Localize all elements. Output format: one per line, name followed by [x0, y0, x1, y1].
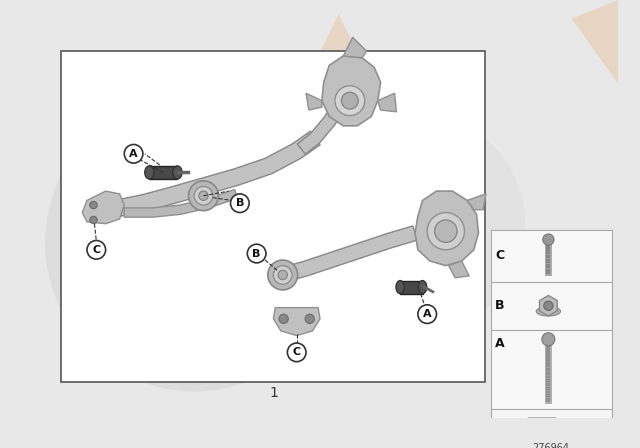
Bar [491, 281, 612, 330]
Bar [400, 280, 422, 293]
Text: B: B [252, 249, 261, 258]
Polygon shape [298, 101, 346, 154]
Circle shape [90, 201, 97, 209]
Circle shape [543, 234, 554, 245]
Circle shape [189, 181, 218, 211]
Text: 276964: 276964 [532, 444, 570, 448]
Text: 1: 1 [269, 386, 278, 401]
Circle shape [305, 314, 314, 323]
Circle shape [279, 314, 288, 323]
Circle shape [268, 260, 298, 290]
Polygon shape [306, 93, 322, 110]
Circle shape [542, 333, 555, 346]
Circle shape [418, 305, 436, 323]
Polygon shape [264, 14, 413, 168]
Circle shape [247, 244, 266, 263]
Polygon shape [343, 37, 367, 58]
Text: A: A [495, 337, 505, 350]
Bar [491, 230, 612, 281]
Bar [61, 51, 485, 382]
Circle shape [335, 86, 365, 116]
Polygon shape [378, 93, 396, 112]
Bar [149, 166, 177, 179]
Polygon shape [118, 131, 320, 216]
Ellipse shape [173, 166, 182, 179]
Text: A: A [423, 309, 431, 319]
Circle shape [435, 220, 457, 242]
Ellipse shape [396, 280, 404, 293]
Circle shape [544, 301, 553, 310]
Polygon shape [540, 296, 557, 316]
Ellipse shape [145, 166, 154, 179]
Circle shape [230, 194, 249, 212]
Circle shape [427, 212, 465, 250]
Text: C: C [92, 245, 100, 255]
Text: B: B [236, 198, 244, 208]
Polygon shape [83, 191, 124, 224]
Polygon shape [273, 308, 320, 336]
Polygon shape [467, 194, 486, 210]
Text: C: C [292, 347, 301, 358]
Polygon shape [572, 0, 618, 84]
Polygon shape [322, 56, 381, 126]
Circle shape [287, 343, 306, 362]
Polygon shape [415, 191, 479, 266]
Bar [491, 330, 612, 409]
Polygon shape [124, 190, 237, 217]
Circle shape [199, 191, 208, 200]
Bar [491, 409, 612, 439]
Text: B: B [495, 299, 505, 312]
Text: A: A [129, 149, 138, 159]
Polygon shape [449, 261, 469, 278]
Polygon shape [281, 226, 417, 282]
Circle shape [194, 186, 213, 205]
Circle shape [273, 266, 292, 284]
Ellipse shape [419, 280, 427, 293]
Circle shape [45, 93, 343, 392]
Circle shape [341, 92, 358, 109]
Circle shape [87, 241, 106, 259]
Text: C: C [495, 250, 504, 263]
Circle shape [301, 112, 525, 336]
Circle shape [278, 270, 287, 280]
Ellipse shape [536, 307, 561, 316]
Circle shape [90, 216, 97, 224]
Circle shape [124, 144, 143, 163]
Circle shape [92, 140, 297, 345]
